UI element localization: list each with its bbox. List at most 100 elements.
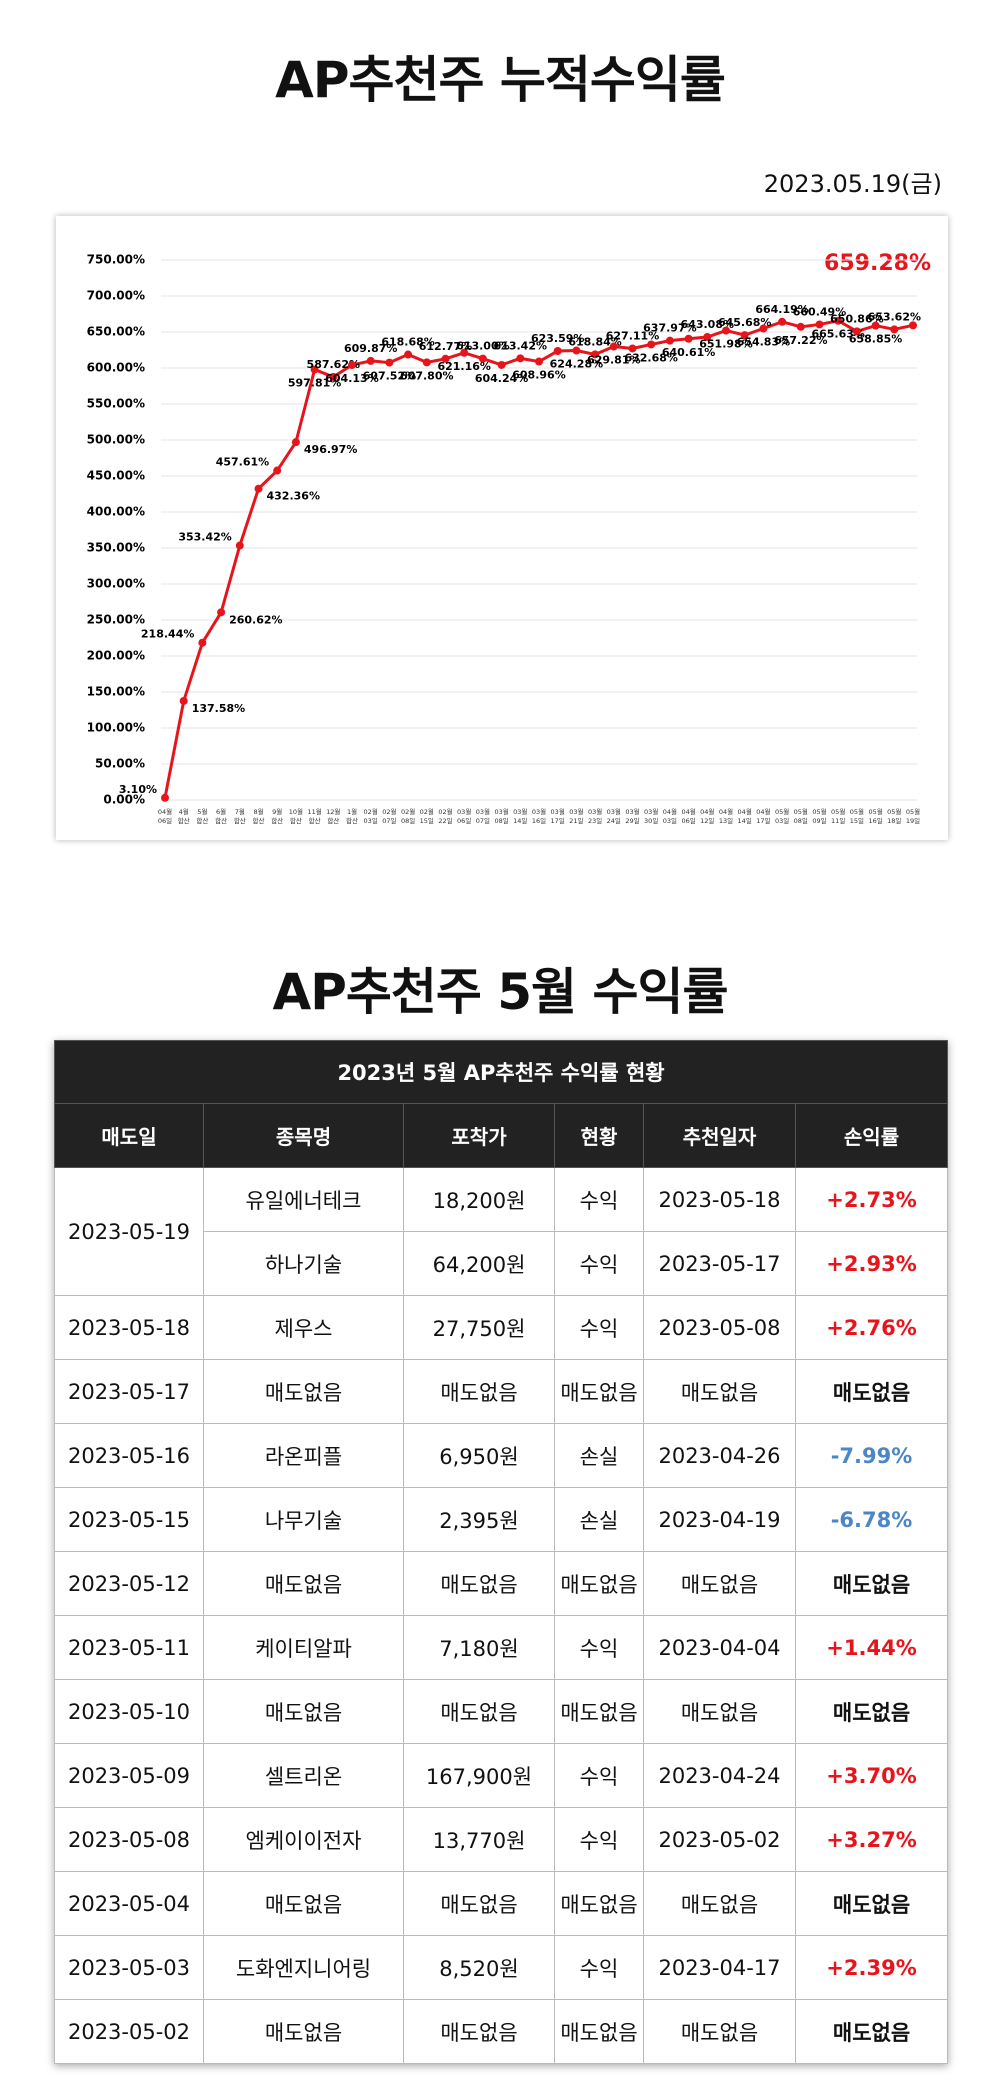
- value-label: 597.81%: [288, 377, 341, 390]
- value-label: 629.81%: [587, 354, 640, 367]
- y-tick-label: 600.00%: [87, 361, 145, 375]
- point: [871, 321, 880, 330]
- x-tick-label: 03월 23일: [587, 808, 603, 825]
- table-cell: -6.78%: [794, 1487, 949, 1552]
- header-cell: 추천일자: [643, 1103, 796, 1168]
- table-cell: 매도없음: [554, 1999, 644, 2064]
- x-tick-label: 02월 07일: [382, 808, 397, 825]
- table-cell: 수익: [554, 1231, 644, 1296]
- chart-title: AP추천주 누적수익률: [275, 51, 726, 109]
- value-label: 650.86%: [830, 312, 883, 325]
- table-row: 2023-05-09 셀트리온 167,900원 수익 2023-04-24 +3.70%: [54, 1743, 949, 1808]
- x-tick-label: 05월 19일: [905, 808, 921, 825]
- table-row: 2023-05-18 제우스 27,750원 수익 2023-05-08 +2.76%: [54, 1295, 949, 1360]
- x-tick-label: 03월 24일: [606, 808, 621, 825]
- x-tick-label: 04월 17일: [756, 808, 771, 825]
- table-cell: 매도없음: [403, 1551, 555, 1616]
- date-cell: 2023-05-03: [54, 1935, 204, 2000]
- point: [796, 322, 805, 331]
- point: [385, 358, 394, 367]
- x-tick-label: 05월 16일: [868, 808, 883, 825]
- point: [722, 326, 730, 335]
- y-tick-label: 400.00%: [87, 505, 145, 519]
- x-tick-label: 5월 합산: [196, 808, 209, 825]
- table-cell: 제우스: [203, 1295, 404, 1360]
- table-cell: 2023-05-18: [643, 1167, 796, 1232]
- point: [235, 541, 244, 550]
- table-cell: +3.27%: [794, 1807, 949, 1872]
- value-label: 664.19%: [755, 303, 808, 316]
- x-tick-label: 02월 03일: [363, 808, 378, 825]
- point: [422, 358, 431, 367]
- x-tick-label: 03월 17일: [550, 808, 565, 825]
- table-row: 2023-05-12 매도없음 매도없음 매도없음 매도없음 매도없음: [54, 1551, 949, 1616]
- table: 2023년 5월 AP추천주 수익률 현황 매도일 종목명 포착가 현황 추천일자 손익률 …: [53, 1040, 949, 2064]
- table-cell: 2023-05-02: [643, 1807, 796, 1872]
- header-cell: 손익률: [794, 1103, 949, 1168]
- value-label: 651.98%: [699, 338, 752, 351]
- table-cell: 18,200원: [403, 1167, 555, 1232]
- value-label: 496.97%: [304, 443, 357, 456]
- line: [163, 319, 914, 799]
- point: [348, 361, 356, 370]
- point: [572, 346, 581, 355]
- date-cell: 2023-05-09: [54, 1743, 204, 1808]
- table-row: 2023-05-16 라온피플 6,950원 손실 2023-04-26 -7.99%: [54, 1423, 949, 1488]
- point: [497, 360, 506, 369]
- point: [291, 438, 300, 447]
- value-label: 660.49%: [793, 305, 846, 318]
- table-cell: 라온피플: [203, 1423, 404, 1488]
- table-cell: 매도없음: [203, 1999, 404, 2064]
- x-tick-label: 02월 15일: [419, 808, 434, 825]
- y-tick-label: 450.00%: [87, 469, 145, 483]
- value-label: 353.42%: [178, 531, 231, 544]
- value-label: 618.68%: [381, 336, 434, 349]
- date-cell: 2023-05-16: [54, 1423, 204, 1488]
- table-cell: 수익: [554, 1807, 644, 1872]
- header-row: 매도일 종목명 포착가 현황 추천일자 손익률: [54, 1103, 949, 1168]
- table-cell: 2023-05-17: [643, 1231, 796, 1296]
- table-cell: 매도없음: [643, 1359, 796, 1424]
- point: [553, 347, 562, 356]
- table-cell: 매도없음: [403, 1999, 555, 2064]
- point: [217, 608, 226, 617]
- point: [310, 365, 319, 374]
- x-tick-label: 02월 22일: [438, 808, 453, 825]
- table-row: 2023-05-15 나무기술 2,395원 손실 2023-04-19 -6.78%: [54, 1487, 949, 1552]
- value-label: 621.16%: [437, 360, 490, 373]
- header-cell: 매도일: [54, 1103, 204, 1168]
- table-cell: 2023-04-26: [643, 1423, 796, 1488]
- table-row: 2023-05-19 유일에너테크 18,200원 수익 2023-05-18 +2.73…: [54, 1167, 949, 1296]
- x-tick-label: 03월 29일: [625, 808, 640, 825]
- y-tick-label: 700.00%: [87, 289, 145, 303]
- value-label: 432.36%: [267, 490, 320, 503]
- x-tick-label: 04월 13일: [718, 808, 734, 825]
- y-tick-label: 0.00%: [103, 793, 145, 807]
- value-label: 613.00%: [456, 340, 509, 353]
- x-tick-label: 03월 16일: [531, 808, 547, 825]
- x-tick-label: 04월 06일: [681, 808, 696, 825]
- point: [740, 331, 749, 340]
- value-label: 637.97%: [643, 322, 696, 335]
- value-label: 624.28%: [550, 358, 603, 371]
- point: [647, 340, 656, 349]
- value-label: 627.11%: [606, 329, 659, 342]
- x-tick-label: 12월 합산: [326, 808, 341, 825]
- table-cell: 6,950원: [403, 1423, 555, 1488]
- table-cell: 매도없음: [403, 1871, 555, 1936]
- table-cell: 하나기술: [203, 1231, 404, 1296]
- x-tick-label: 05월 08일: [793, 808, 808, 825]
- table-cell: 2023-04-19: [643, 1487, 796, 1552]
- table-cell: 케이티알파: [203, 1615, 404, 1680]
- y-tick-label: 100.00%: [87, 721, 145, 735]
- date-cell: 2023-05-11: [54, 1615, 204, 1680]
- point: [703, 332, 712, 341]
- table-cell: +1.44%: [794, 1615, 949, 1680]
- x-tick-label: 03월 07일: [475, 808, 491, 825]
- value-label: 137.58%: [192, 702, 245, 715]
- x-tick-label: 7월 합산: [233, 808, 246, 825]
- point: [834, 316, 843, 325]
- point: [628, 344, 637, 353]
- y-tick-label: 250.00%: [87, 613, 145, 627]
